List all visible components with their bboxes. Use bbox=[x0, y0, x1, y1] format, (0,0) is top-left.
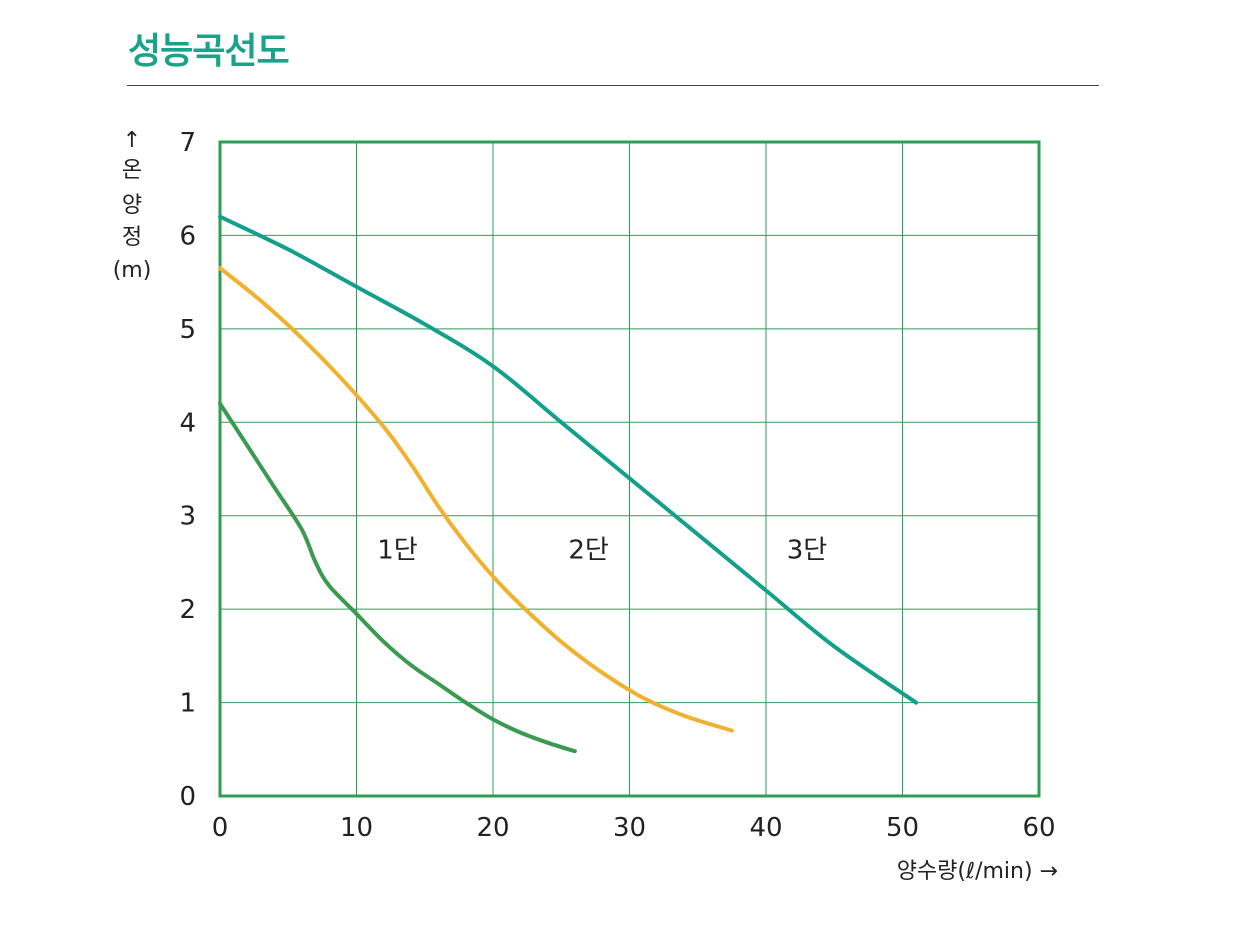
series-line-2 bbox=[218, 266, 734, 733]
x-axis-label: 양수량(ℓ/min) → bbox=[897, 859, 1058, 884]
y-tick-label: 6 bbox=[179, 221, 196, 251]
x-tick-label: 10 bbox=[340, 813, 373, 843]
series-line-3 bbox=[218, 214, 919, 705]
page-title: 성능곡선도 bbox=[128, 31, 290, 72]
y-tick-label: 2 bbox=[179, 595, 196, 625]
y-tick-label: 5 bbox=[179, 315, 196, 345]
x-tick-label: 20 bbox=[476, 813, 509, 843]
x-tick-label: 30 bbox=[613, 813, 646, 843]
y-tick-label: 4 bbox=[179, 408, 196, 438]
y-axis-label-char: 양 bbox=[122, 193, 142, 218]
y-axis-label-char: 온 bbox=[122, 158, 142, 183]
plot-frame bbox=[218, 140, 1041, 798]
y-axis-label-char: 정 bbox=[122, 225, 142, 250]
x-tick-label: 50 bbox=[886, 813, 919, 843]
stage-label: 2단 bbox=[568, 535, 609, 565]
title-divider bbox=[127, 85, 1099, 86]
series-lines bbox=[218, 214, 919, 754]
y-tick-label: 0 bbox=[179, 782, 196, 812]
y-tick-label: 3 bbox=[179, 502, 196, 532]
y-axis-label-char: (m) bbox=[113, 258, 152, 283]
y-tick-label: 7 bbox=[179, 128, 196, 158]
x-tick-label: 0 bbox=[212, 813, 229, 843]
y-axis-label-char: ↑ bbox=[123, 128, 141, 153]
y-tick-label: 1 bbox=[179, 689, 196, 719]
tick-labels: 0 10 20 30 40 50 60 0 1 2 3 4 5 6 7 bbox=[179, 128, 1055, 843]
stage-label: 1단 bbox=[377, 535, 418, 565]
grid-lines bbox=[218, 140, 1041, 798]
axis-labels: 양수량(ℓ/min) → ↑ 온양정 (m) bbox=[113, 128, 1058, 884]
stage-label: 3단 bbox=[787, 535, 828, 565]
series-annotations: 1단 2단 3단 bbox=[377, 535, 827, 565]
x-tick-label: 60 bbox=[1022, 813, 1055, 843]
series-line-1 bbox=[218, 401, 577, 754]
x-tick-label: 40 bbox=[749, 813, 782, 843]
